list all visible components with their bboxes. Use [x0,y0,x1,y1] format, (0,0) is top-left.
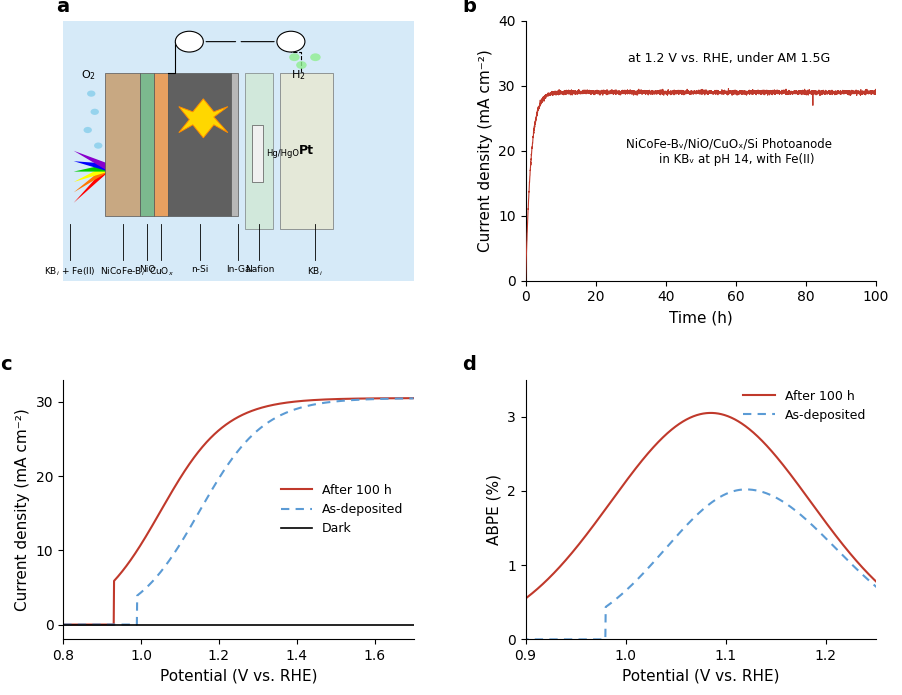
After 100 h [653,436,664,445]
Circle shape [296,61,307,69]
Bar [140,73,154,215]
Circle shape [94,142,102,149]
Circle shape [175,31,203,52]
Polygon shape [74,161,108,172]
After 100 h [667,424,677,432]
As-deposited [796,512,807,521]
Text: n-Si: n-Si [191,265,208,274]
Line: As-deposited: As-deposited [505,489,885,639]
Bar [154,73,168,215]
X-axis label: Potential (V vs. RHE): Potential (V vs. RHE) [160,669,317,684]
Text: c: c [0,355,12,375]
As-deposited [408,394,419,402]
X-axis label: Potential (V vs. RHE): Potential (V vs. RHE) [621,669,778,684]
Text: In-Ga: In-Ga [226,265,251,274]
Text: a: a [56,0,69,16]
As-deposited [740,485,750,493]
Text: NiCoFe-Bᵥ/NiO/CuOₓ/Si Photoanode
    in KBᵥ at pH 14, with Fe(II): NiCoFe-Bᵥ/NiO/CuOₓ/Si Photoanode in KBᵥ … [625,138,831,166]
After 100 h [796,486,807,495]
Text: NiCoFe-B$_i$: NiCoFe-B$_i$ [100,265,145,277]
After 100 h [538,578,549,587]
Text: Nafion: Nafion [244,265,274,274]
Dark [331,621,342,629]
Polygon shape [74,164,108,193]
Text: NiO: NiO [139,265,155,274]
Dark [212,621,223,629]
After 100 h [500,607,511,616]
Text: H$_2$: H$_2$ [290,68,305,82]
Dark [199,621,210,629]
As-deposited [58,621,69,629]
As-deposited [212,476,223,484]
As-deposited [653,551,664,559]
Text: at 1.2 V vs. RHE, under AM 1.5G: at 1.2 V vs. RHE, under AM 1.5G [627,52,829,65]
Circle shape [277,31,305,52]
Dark [94,621,105,629]
As-deposited [761,489,772,498]
After 100 h [704,409,715,417]
Text: O$_2$: O$_2$ [80,68,96,82]
Polygon shape [74,164,108,172]
Circle shape [90,108,99,115]
As-deposited [879,591,890,599]
Text: b: b [462,0,476,16]
Bar [106,73,140,215]
Bar [281,73,333,229]
Dark [336,621,347,629]
Dark [408,621,419,629]
After 100 h [298,397,308,405]
Text: KB$_i$ + Fe(II): KB$_i$ + Fe(II) [44,265,96,277]
As-deposited [94,621,105,629]
Line: After 100 h: After 100 h [63,398,413,625]
Line: As-deposited: As-deposited [63,398,413,625]
After 100 h [408,394,419,402]
Text: V: V [186,37,192,47]
After 100 h [761,442,772,450]
Dark [58,621,69,629]
Polygon shape [74,164,108,203]
Dark [298,621,308,629]
Bar [231,73,238,215]
After 100 h [212,427,223,436]
Text: Hg/HgO: Hg/HgO [266,149,299,158]
Legend: After 100 h, As-deposited: After 100 h, As-deposited [739,386,869,425]
Circle shape [84,127,92,133]
Y-axis label: ABPE (%): ABPE (%) [486,474,501,545]
After 100 h [336,395,347,403]
After 100 h [803,496,814,504]
Bar [168,73,231,215]
Y-axis label: Current density (mA cm⁻²): Current density (mA cm⁻²) [477,49,492,252]
After 100 h [331,395,342,403]
After 100 h [94,621,105,629]
As-deposited [298,402,308,411]
Text: Pt: Pt [299,145,314,157]
Circle shape [289,54,299,61]
Circle shape [87,90,96,97]
Legend: After 100 h, As-deposited, Dark: After 100 h, As-deposited, Dark [277,480,407,539]
As-deposited [199,498,210,506]
After 100 h [879,587,890,595]
After 100 h [199,440,210,448]
Text: d: d [462,355,476,375]
Polygon shape [74,151,108,172]
Y-axis label: Current density (mA cm⁻²): Current density (mA cm⁻²) [15,408,31,611]
Circle shape [309,54,320,61]
As-deposited [500,635,511,644]
Polygon shape [179,99,227,138]
Bar [245,73,273,229]
X-axis label: Time (h): Time (h) [668,310,732,325]
Polygon shape [74,164,108,182]
Text: CuO$_x$: CuO$_x$ [149,265,173,277]
As-deposited [803,518,814,527]
As-deposited [336,397,347,405]
Bar [252,125,262,182]
As-deposited [538,635,549,644]
Line: After 100 h: After 100 h [505,413,885,612]
Text: A: A [287,37,294,47]
As-deposited [331,397,342,405]
Text: KB$_i$: KB$_i$ [308,265,323,277]
As-deposited [667,536,677,544]
After 100 h [58,621,69,629]
